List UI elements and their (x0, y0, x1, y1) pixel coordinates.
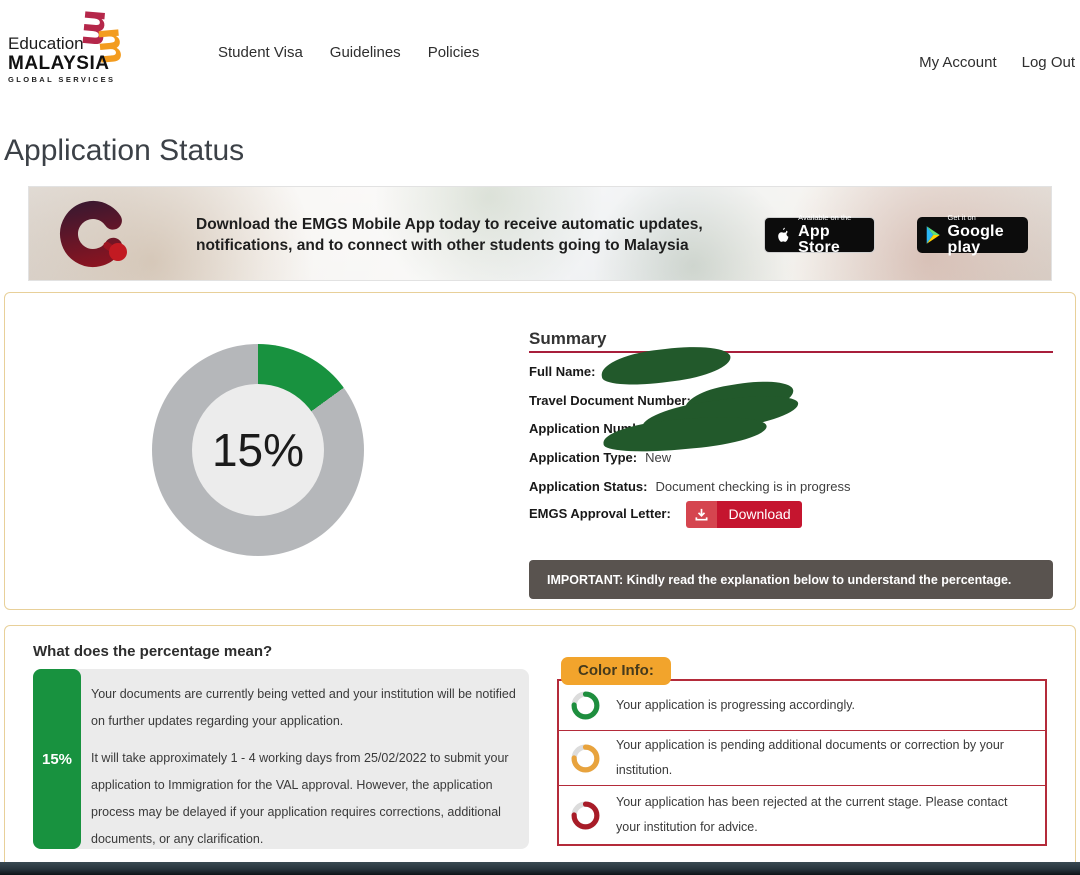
app-store-badge-line1: Available on the (798, 213, 852, 223)
logo-text-education: Education (8, 34, 84, 53)
logo-text-malaysia: MALAYSIA (8, 53, 110, 74)
color-info-row-orange: Your application is pending additional d… (559, 731, 1045, 786)
percentage-badge: 15% (33, 669, 81, 849)
mobile-app-banner: Download the EMGS Mobile App today to re… (28, 186, 1052, 281)
progress-percent-label: 15% (211, 424, 305, 476)
emgs-logo-glyph-icon: m m (73, 8, 128, 67)
summary-title: Summary (529, 329, 607, 348)
progress-donut: 15% (152, 344, 364, 556)
explain-heading: What does the percentage mean? (33, 643, 273, 660)
download-button[interactable]: Download (686, 501, 802, 528)
field-full-name: Full Name: (529, 364, 596, 379)
account-nav: My Account Log Out (919, 54, 1075, 71)
nav-guidelines[interactable]: Guidelines (329, 44, 401, 61)
app-store-badge[interactable]: Available on the App Store (764, 213, 875, 256)
orange-ring-icon (571, 744, 600, 772)
emgs-app-icon (60, 201, 127, 267)
redaction-application-number-2 (602, 411, 768, 457)
google-play-badge[interactable]: Get it on Google play (917, 213, 1028, 256)
nav-log-out[interactable]: Log Out (1021, 54, 1075, 71)
svg-text:m: m (89, 25, 128, 66)
important-note: IMPORTANT: Kindly read the explanation b… (529, 560, 1053, 599)
summary-card: 15% Summary Full Name: Travel Document N… (4, 292, 1076, 610)
red-ring-icon (571, 801, 600, 829)
explanation-paragraph-2: It will take approximately 1 - 4 working… (91, 751, 509, 846)
banner-text: Download the EMGS Mobile App today to re… (196, 216, 703, 254)
field-application-type: Application Type: New (529, 450, 672, 465)
google-play-badge-line2: Google play (947, 222, 1004, 256)
color-info-row-red: Your application has been rejected at th… (559, 786, 1045, 844)
footer-bar (0, 862, 1080, 875)
download-icon (686, 501, 718, 528)
google-play-badge-line1: Get it on (947, 213, 976, 223)
color-info-badge: Color Info: (561, 657, 671, 685)
percentage-explanation-box: 15% Your documents are currently being v… (33, 669, 529, 849)
nav-student-visa[interactable]: Student Visa (218, 44, 303, 61)
progress-donut-hole: 15% (192, 384, 324, 516)
nav-policies[interactable]: Policies (427, 44, 480, 61)
app-store-badge-line2: App Store (798, 222, 840, 256)
color-info-row-green: Your application is progressing accordin… (559, 681, 1045, 731)
percentage-explanation-card: What does the percentage mean? 15% Your … (4, 625, 1076, 868)
percentage-explanation-text: Your documents are currently being vette… (91, 681, 519, 853)
field-emgs-approval-letter: EMGS Approval Letter: Download (529, 501, 802, 528)
field-application-status: Application Status: Document checking is … (529, 479, 851, 494)
main-nav: Student Visa Guidelines Policies (218, 44, 479, 61)
google-play-icon (926, 226, 940, 244)
green-ring-icon (571, 691, 600, 720)
summary-divider (529, 351, 1053, 353)
redaction-full-name (599, 341, 733, 390)
svg-text:m: m (73, 8, 117, 49)
page-title: Application Status (4, 134, 245, 167)
apple-icon (778, 227, 789, 242)
emgs-logo[interactable]: m m Education MALAYSIA GLOBAL SERVICES (8, 4, 128, 86)
field-travel-document-number: Travel Document Number: (529, 393, 691, 408)
logo-text-global-services: GLOBAL SERVICES (8, 75, 116, 84)
explanation-paragraph-1: Your documents are currently being vette… (91, 687, 516, 728)
nav-my-account[interactable]: My Account (919, 54, 997, 71)
color-info-box: Your application is progressing accordin… (557, 679, 1047, 846)
